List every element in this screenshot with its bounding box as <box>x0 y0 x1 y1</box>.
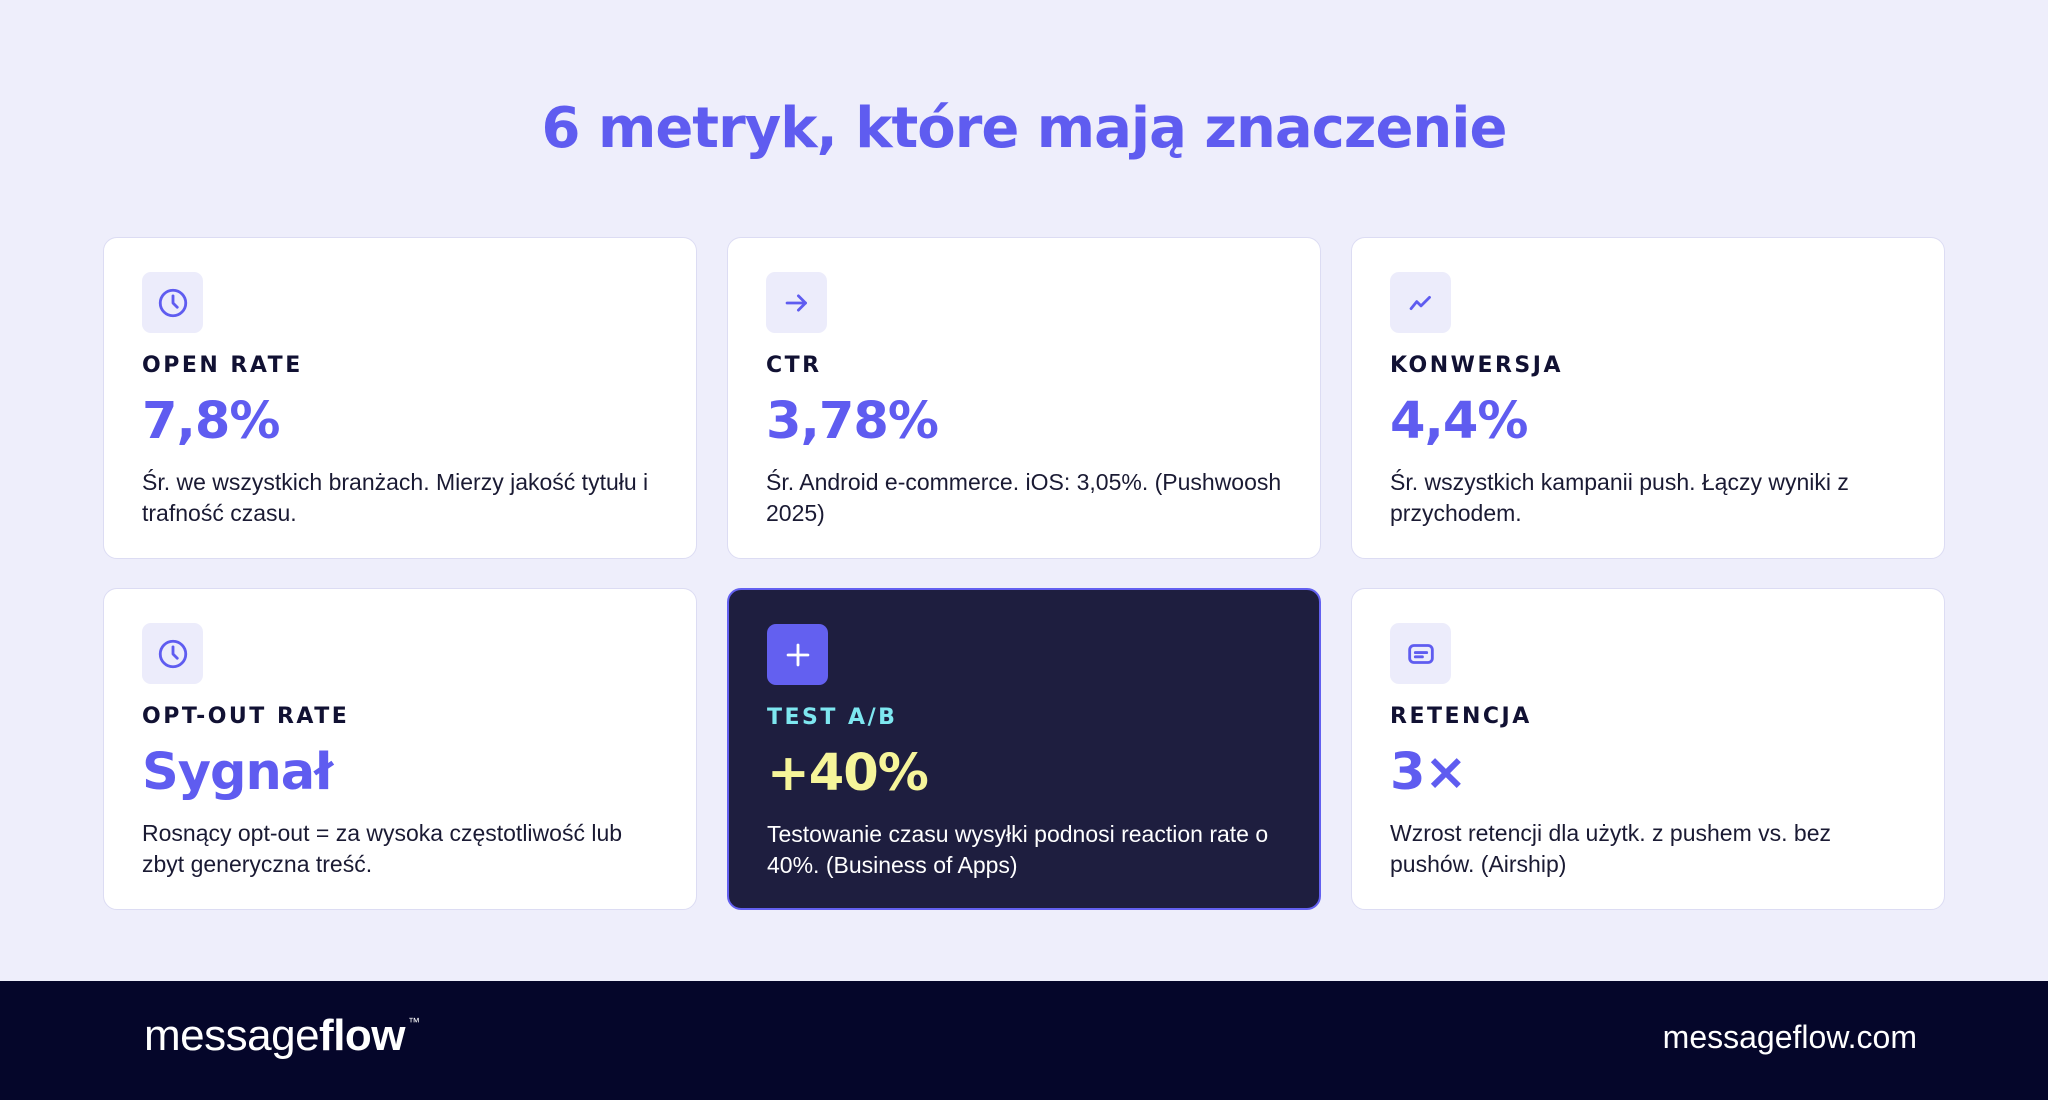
metric-card-konwersja: KONWERSJA 4,4% Śr. wszystkich kampanii p… <box>1351 237 1945 559</box>
arrow-right-icon <box>766 272 827 333</box>
logo-trademark: ™ <box>408 1015 420 1029</box>
website-url[interactable]: messageflow.com <box>1662 1019 1917 1055</box>
logo-text-light: message <box>144 1011 320 1060</box>
metric-description: Rosnący opt-out = za wysoka częstotliwoś… <box>142 820 623 877</box>
trend-up-icon <box>1390 272 1451 333</box>
metric-description: Śr. Android e-commerce. iOS: 3,05%. (Pus… <box>766 469 1282 526</box>
metric-card-test-ab: TEST A/B +40% Testowanie czasu wysyłki p… <box>727 588 1321 910</box>
metric-label: OPEN RATE <box>142 353 303 378</box>
metric-card-opt-out-rate: OPT-OUT RATE Sygnał Rosnący opt-out = za… <box>103 588 697 910</box>
metric-label: RETENCJA <box>1390 704 1532 729</box>
metrics-grid: OPEN RATE 7,8% Śr. we wszystkich branżac… <box>103 237 1945 910</box>
metric-card-retencja: RETENCJA 3× Wzrost retencji dla użytk. z… <box>1351 588 1945 910</box>
messageflow-logo: message flow ™ <box>144 1011 420 1061</box>
metric-value: 7,8% <box>142 392 280 451</box>
metric-label: KONWERSJA <box>1390 353 1563 378</box>
metric-label: TEST A/B <box>767 705 898 730</box>
metric-card-open-rate: OPEN RATE 7,8% Śr. we wszystkich branżac… <box>103 237 697 559</box>
metric-value: 4,4% <box>1390 392 1528 451</box>
metric-value: 3,78% <box>766 392 939 451</box>
clock-icon <box>142 623 203 684</box>
plus-icon <box>767 624 828 685</box>
metric-card-ctr: CTR 3,78% Śr. Android e-commerce. iOS: 3… <box>727 237 1321 559</box>
clock-icon <box>142 272 203 333</box>
metric-value: Sygnał <box>142 743 333 802</box>
footer: message flow ™ messageflow.com <box>0 981 2048 1100</box>
metric-description: Śr. wszystkich kampanii push. Łączy wyni… <box>1390 469 1849 526</box>
message-icon <box>1390 623 1451 684</box>
logo-text-bold: flow <box>319 1011 406 1060</box>
metric-value: +40% <box>767 744 929 803</box>
page-title: 6 metryk, które mają znaczenie <box>541 96 1508 161</box>
metric-label: OPT-OUT RATE <box>142 704 350 729</box>
metric-description: Śr. we wszystkich branżach. Mierzy jakoś… <box>142 469 649 526</box>
metric-description: Wzrost retencji dla użytk. z pushem vs. … <box>1390 820 1831 877</box>
metric-value: 3× <box>1390 743 1467 802</box>
metric-label: CTR <box>766 353 822 378</box>
metric-description: Testowanie czasu wysyłki podnosi reactio… <box>767 821 1269 878</box>
